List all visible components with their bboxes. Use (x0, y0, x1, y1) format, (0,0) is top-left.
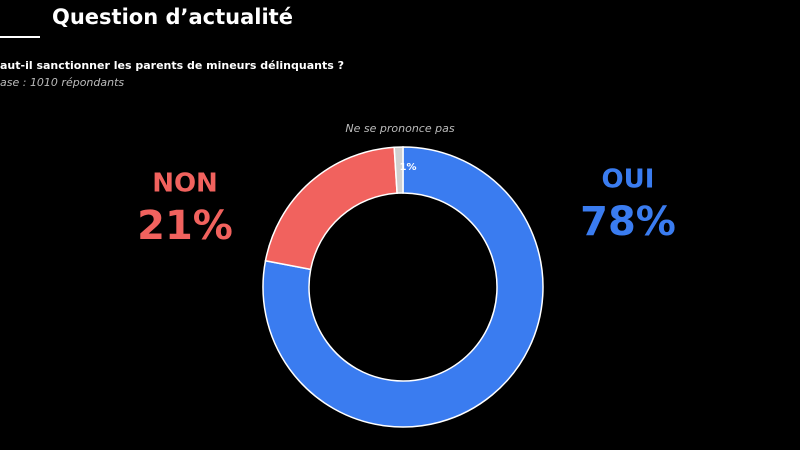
category-label: OUI (602, 165, 655, 195)
category-label: NON (152, 169, 218, 199)
category-label: Ne se prononce pas (345, 122, 454, 135)
value-label: 78% (580, 199, 676, 245)
chart-title: Question d’actualité (52, 5, 293, 29)
value-label: 1% (400, 162, 417, 173)
chart-subtitle: aut-il sanctionner les parents de mineur… (0, 59, 344, 72)
donut-slice (262, 146, 544, 428)
value-label: 21% (137, 203, 233, 249)
donut-slice (393, 146, 404, 194)
chart-note: ase : 1010 répondants (0, 76, 124, 89)
